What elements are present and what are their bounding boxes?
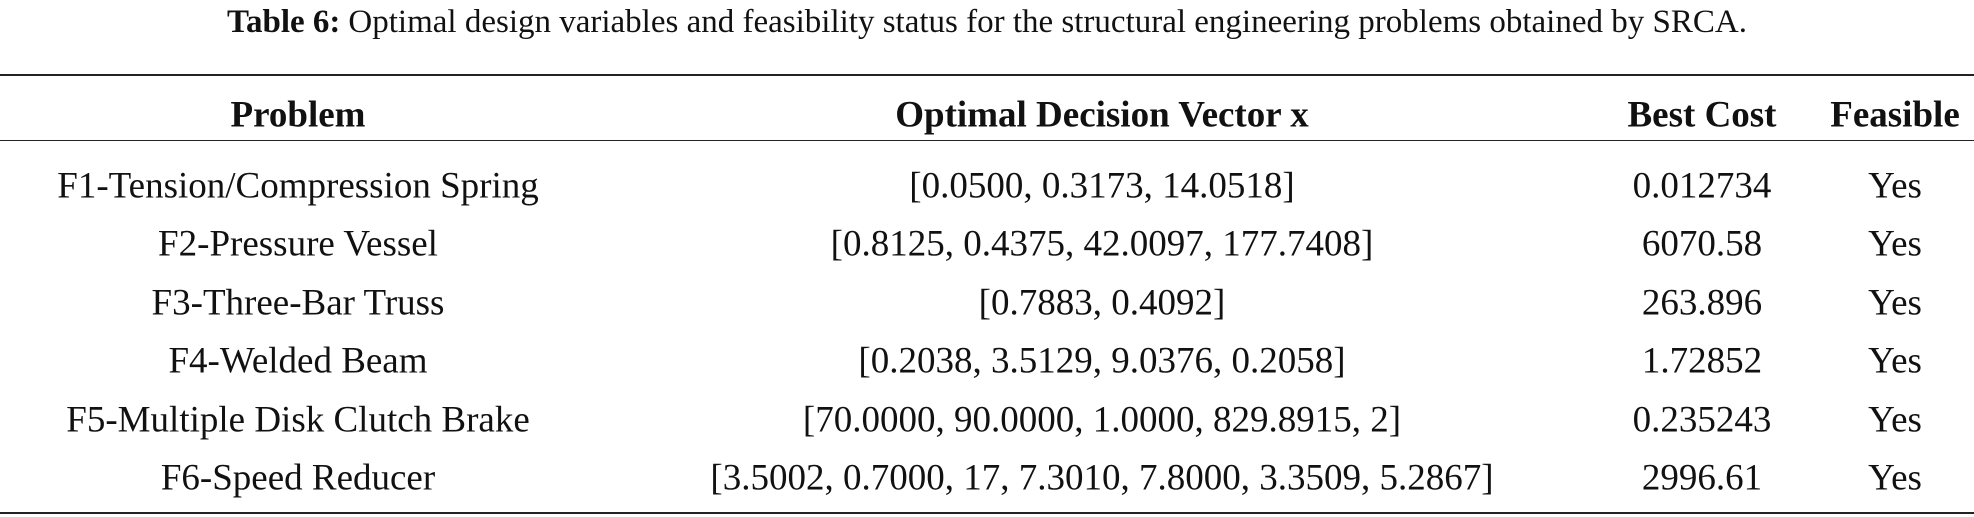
bottom-rule [0, 512, 1974, 514]
caption-text: Optimal design variables and feasibility… [348, 4, 1747, 40]
cost-cell: 263.896 [1641, 282, 1763, 324]
problem-cell: F2-Pressure Vessel [158, 223, 438, 265]
feasible-cell: Yes [1868, 223, 1922, 265]
top-rule [0, 74, 1974, 76]
problem-cell: F1-Tension/Compression Spring [57, 165, 539, 207]
cost-cell: 6070.58 [1641, 223, 1763, 265]
cost-cell: 0.012734 [1632, 165, 1772, 207]
column-header: Feasible [1830, 94, 1960, 136]
cost-cell: 1.72852 [1641, 340, 1763, 382]
problem-cell: F3-Three-Bar Truss [151, 282, 445, 324]
feasible-cell: Yes [1868, 399, 1922, 441]
column-header: Best Cost [1627, 94, 1777, 136]
cost-cell: 2996.61 [1641, 457, 1763, 499]
feasible-cell: Yes [1868, 457, 1922, 499]
column-header: Problem [230, 94, 366, 136]
caption-label: Table 6: [227, 4, 341, 40]
vector-cell: [70.0000, 90.0000, 1.0000, 829.8915, 2] [802, 399, 1402, 441]
problem-cell: F5-Multiple Disk Clutch Brake [66, 399, 530, 441]
feasible-cell: Yes [1868, 282, 1922, 324]
vector-cell: [0.8125, 0.4375, 42.0097, 177.7408] [830, 223, 1374, 265]
problem-cell: F4-Welded Beam [168, 340, 428, 382]
feasible-cell: Yes [1868, 165, 1922, 207]
vector-cell: [0.2038, 3.5129, 9.0376, 0.2058] [858, 340, 1346, 382]
table-caption: Table 6: Optimal design variables and fea… [0, 4, 1974, 41]
problem-cell: F6-Speed Reducer [160, 457, 436, 499]
vector-cell: [0.0500, 0.3173, 14.0518] [909, 165, 1295, 207]
vector-cell: [3.5002, 0.7000, 17, 7.3010, 7.8000, 3.3… [710, 457, 1494, 499]
header-rule [0, 140, 1974, 141]
cost-cell: 0.235243 [1632, 399, 1772, 441]
feasible-cell: Yes [1868, 340, 1922, 382]
column-header: Optimal Decision Vector x [895, 94, 1309, 136]
vector-cell: [0.7883, 0.4092] [978, 282, 1226, 324]
